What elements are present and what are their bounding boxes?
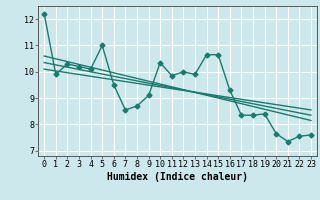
X-axis label: Humidex (Indice chaleur): Humidex (Indice chaleur) (107, 172, 248, 182)
